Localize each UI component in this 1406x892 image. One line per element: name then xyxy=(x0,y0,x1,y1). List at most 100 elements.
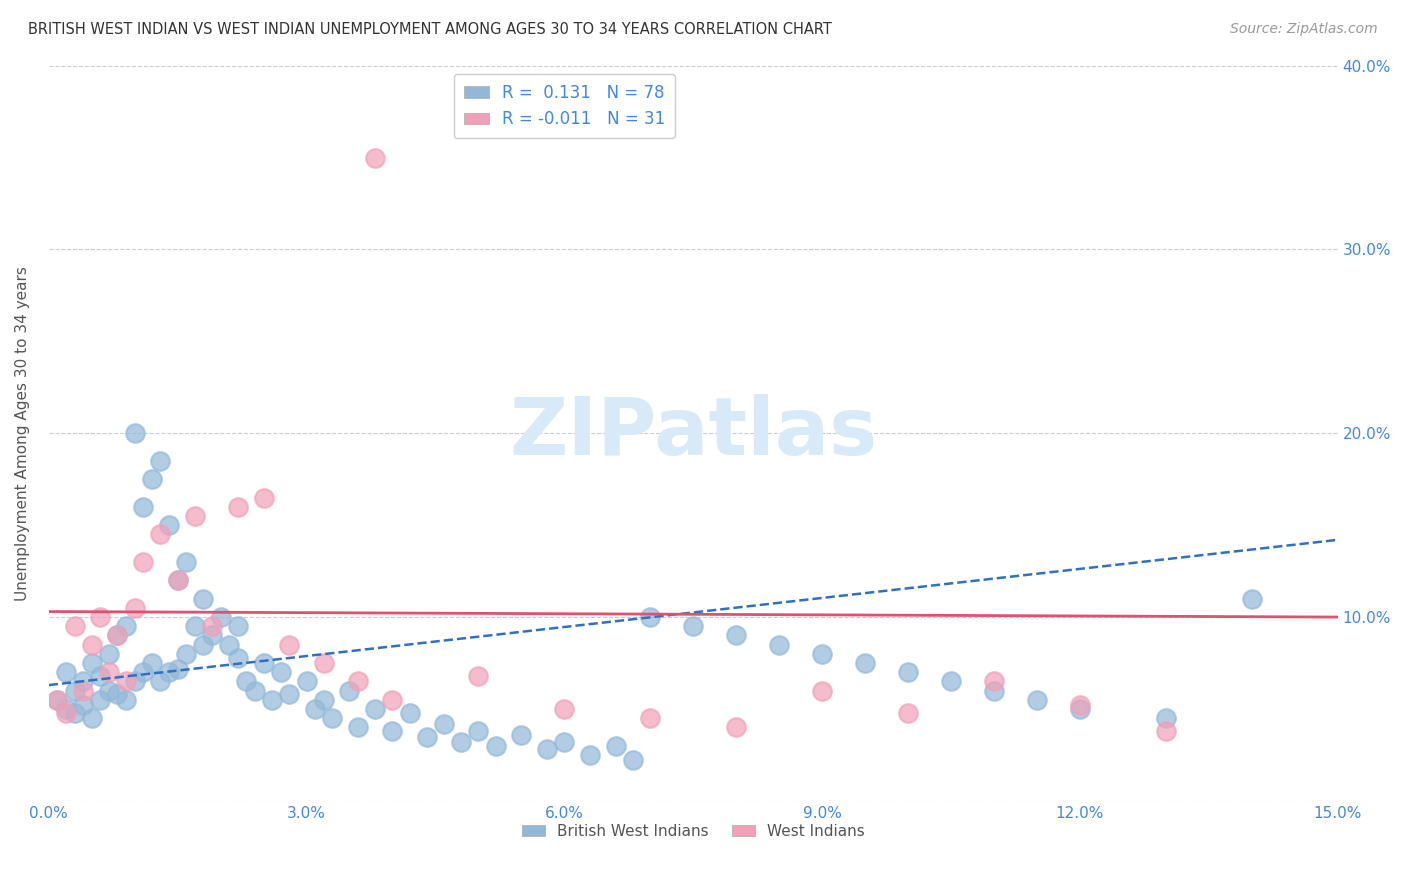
Y-axis label: Unemployment Among Ages 30 to 34 years: Unemployment Among Ages 30 to 34 years xyxy=(15,266,30,600)
Point xyxy=(304,702,326,716)
Point xyxy=(553,702,575,716)
Point xyxy=(193,638,215,652)
Point xyxy=(621,754,644,768)
Point xyxy=(55,665,77,680)
Point xyxy=(725,628,748,642)
Point xyxy=(364,702,387,716)
Text: BRITISH WEST INDIAN VS WEST INDIAN UNEMPLOYMENT AMONG AGES 30 TO 34 YEARS CORREL: BRITISH WEST INDIAN VS WEST INDIAN UNEMP… xyxy=(28,22,832,37)
Point xyxy=(270,665,292,680)
Point xyxy=(262,693,284,707)
Point xyxy=(132,665,155,680)
Point xyxy=(55,706,77,720)
Point xyxy=(897,706,920,720)
Point xyxy=(398,706,420,720)
Point xyxy=(166,574,188,588)
Point xyxy=(536,742,558,756)
Point xyxy=(63,706,86,720)
Point xyxy=(638,711,661,725)
Point xyxy=(433,716,456,731)
Point xyxy=(226,650,249,665)
Point xyxy=(278,638,301,652)
Point xyxy=(149,454,172,468)
Point xyxy=(157,665,180,680)
Point xyxy=(124,674,146,689)
Point xyxy=(553,735,575,749)
Point xyxy=(63,619,86,633)
Point xyxy=(46,693,69,707)
Point xyxy=(1240,591,1263,606)
Point xyxy=(467,669,489,683)
Point xyxy=(579,747,602,762)
Point xyxy=(124,426,146,441)
Point xyxy=(166,574,188,588)
Point xyxy=(682,619,704,633)
Text: Source: ZipAtlas.com: Source: ZipAtlas.com xyxy=(1230,22,1378,37)
Point xyxy=(72,698,94,713)
Point xyxy=(174,647,197,661)
Point xyxy=(1025,693,1047,707)
Point xyxy=(853,656,876,670)
Point xyxy=(80,656,103,670)
Point xyxy=(115,693,138,707)
Point xyxy=(149,674,172,689)
Point xyxy=(201,619,224,633)
Point xyxy=(321,711,343,725)
Point xyxy=(638,610,661,624)
Point xyxy=(89,669,111,683)
Point xyxy=(149,527,172,541)
Point xyxy=(115,619,138,633)
Point xyxy=(193,591,215,606)
Point xyxy=(1069,698,1091,713)
Point xyxy=(1069,702,1091,716)
Point xyxy=(63,683,86,698)
Point xyxy=(157,518,180,533)
Point xyxy=(184,619,207,633)
Point xyxy=(226,619,249,633)
Point xyxy=(312,693,335,707)
Point xyxy=(381,724,404,739)
Point xyxy=(184,508,207,523)
Point xyxy=(97,683,120,698)
Point xyxy=(141,472,163,486)
Point xyxy=(1154,711,1177,725)
Point xyxy=(252,656,274,670)
Point xyxy=(484,739,506,753)
Point xyxy=(80,711,103,725)
Point xyxy=(939,674,962,689)
Point xyxy=(725,720,748,734)
Point xyxy=(107,628,129,642)
Point xyxy=(983,683,1005,698)
Point xyxy=(89,610,111,624)
Point xyxy=(107,687,129,701)
Point xyxy=(235,674,257,689)
Point xyxy=(89,693,111,707)
Point xyxy=(295,674,318,689)
Point xyxy=(72,674,94,689)
Point xyxy=(510,728,533,742)
Point xyxy=(252,491,274,505)
Point xyxy=(312,656,335,670)
Point xyxy=(55,702,77,716)
Point xyxy=(467,724,489,739)
Point xyxy=(124,600,146,615)
Point xyxy=(243,683,266,698)
Point xyxy=(347,674,370,689)
Point xyxy=(46,693,69,707)
Legend: British West Indians, West Indians: British West Indians, West Indians xyxy=(516,817,870,845)
Point xyxy=(450,735,472,749)
Point xyxy=(339,683,361,698)
Point xyxy=(381,693,404,707)
Point xyxy=(278,687,301,701)
Point xyxy=(72,683,94,698)
Point xyxy=(897,665,920,680)
Point xyxy=(1154,724,1177,739)
Point xyxy=(166,661,188,675)
Point xyxy=(226,500,249,514)
Point xyxy=(811,683,834,698)
Point xyxy=(347,720,370,734)
Point xyxy=(115,674,138,689)
Point xyxy=(416,730,439,744)
Point xyxy=(141,656,163,670)
Point xyxy=(811,647,834,661)
Point xyxy=(364,151,387,165)
